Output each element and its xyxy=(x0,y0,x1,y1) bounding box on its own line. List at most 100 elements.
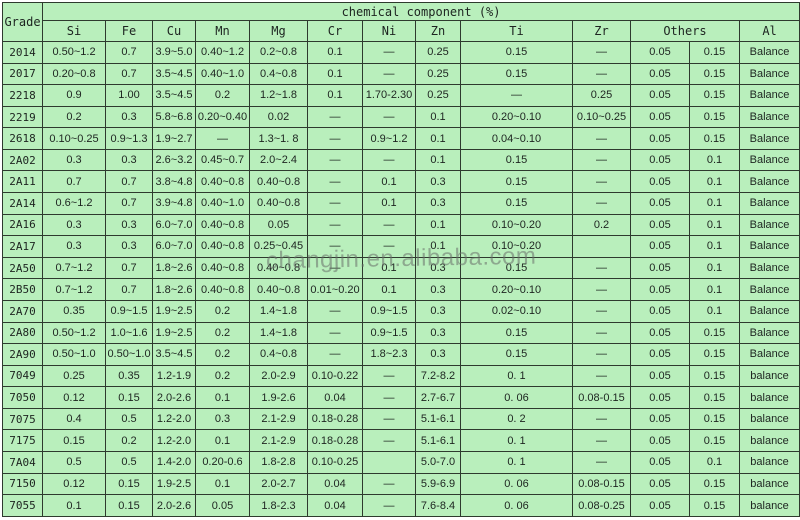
value-cell: 0.7 xyxy=(105,41,153,64)
value-cell: 1.4~1.8 xyxy=(249,321,308,345)
column-header-mg: Mg xyxy=(249,20,308,42)
value-cell: 0.9 xyxy=(42,84,106,107)
table-row: 7175 0.15 0.2 1.2-2.0 0.1 2.1-2.9 0.18-0.28—5.… xyxy=(2,429,800,452)
value-cell: 0.18-0.28 xyxy=(307,407,363,431)
value-cell: — xyxy=(572,148,631,172)
column-header-al: Al xyxy=(738,20,800,42)
value-cell: 1.4-2.0 xyxy=(152,450,196,474)
value-cell: 0.1 xyxy=(689,299,740,323)
value-cell: 0.1 xyxy=(307,62,363,86)
value-cell: 0.2 xyxy=(195,343,250,366)
value-cell: 0.02 xyxy=(249,105,308,129)
value-cell: Balance xyxy=(738,148,800,172)
value-cell: 0.9~1.5 xyxy=(362,299,416,323)
value-cell: 0.1 xyxy=(689,256,740,280)
value-cell: 0.15 xyxy=(689,472,740,496)
value-cell: 0.1 xyxy=(307,41,363,64)
value-cell: 1.8~2.6 xyxy=(152,256,196,280)
value-cell: 0.40~0.8 xyxy=(195,170,250,194)
value-cell: 7.2-8.2 xyxy=(415,364,461,388)
value-cell: — xyxy=(572,450,631,474)
grade-cell: 7055 xyxy=(2,494,43,517)
column-header-mn: Mn xyxy=(195,20,250,42)
value-cell: 3.9~4.8 xyxy=(152,192,196,215)
value-cell: Balance xyxy=(738,41,800,64)
value-cell: — xyxy=(195,127,250,150)
value-cell: 0.4 xyxy=(42,407,106,431)
value-cell: 0.1 xyxy=(362,192,416,215)
value-cell: — xyxy=(307,299,363,323)
value-cell: 0.2~0.8 xyxy=(249,41,308,64)
value-cell: — xyxy=(362,494,416,517)
value-cell: Balance xyxy=(738,235,800,258)
value-cell: 0.01~0.20 xyxy=(307,278,363,301)
value-cell: 0.40~0.8 xyxy=(195,213,250,237)
value-cell: 7.6-8.4 xyxy=(415,494,461,517)
grade-cell: 7150 xyxy=(2,472,43,496)
value-cell: 1.8~2.3 xyxy=(362,343,416,366)
value-cell: — xyxy=(307,343,363,366)
value-cell: 0.05 xyxy=(630,364,690,388)
value-cell: — xyxy=(307,213,363,237)
value-cell: 6.0~7.0 xyxy=(152,213,196,237)
value-cell: 0.25 xyxy=(415,41,461,64)
column-header-ni: Ni xyxy=(362,20,416,42)
value-cell: 0.05 xyxy=(630,429,690,452)
value-cell: 0.3 xyxy=(42,213,106,237)
value-cell: 0.15 xyxy=(689,494,740,517)
value-cell: 0.40~0.8 xyxy=(249,192,308,215)
value-cell: 0.2 xyxy=(195,364,250,388)
value-cell: 0.25 xyxy=(415,84,461,107)
value-cell: — xyxy=(307,170,363,194)
grade-column-header: Grade xyxy=(2,2,43,42)
table-row: 2A70 0.35 0.9~1.5 1.9~2.5 0.2 1.4~1.8—0.9~1.5… xyxy=(2,299,800,323)
grade-cell: 2A02 xyxy=(2,148,43,172)
value-cell: 0.08-0.15 xyxy=(572,386,631,409)
grade-cell: 7175 xyxy=(2,429,43,452)
value-cell: 0.3 xyxy=(42,235,106,258)
grade-cell: 2A80 xyxy=(2,321,43,345)
value-cell: 2.7-6.7 xyxy=(415,386,461,409)
table-row: 7055 0.1 0.15 2.0-2.6 0.05 1.8-2.3 0.04—7.6-8.… xyxy=(2,494,800,517)
value-cell: — xyxy=(362,148,416,172)
value-cell: 0.1 xyxy=(415,148,461,172)
value-cell: 0.6~1.2 xyxy=(42,192,106,215)
value-cell: 0.05 xyxy=(630,278,690,301)
value-cell: 0.2 xyxy=(105,429,153,452)
value-cell: 0.9~1.3 xyxy=(105,127,153,150)
value-cell: Balance xyxy=(738,127,800,150)
value-cell: 0.1 xyxy=(42,494,106,517)
grade-cell: 2A50 xyxy=(2,256,43,280)
value-cell: 0.12 xyxy=(42,386,106,409)
value-cell: — xyxy=(572,127,631,150)
value-cell: 0.1 xyxy=(195,386,250,409)
value-cell: — xyxy=(362,41,416,64)
table-row: 2014 0.50~1.2 0.7 3.9~5.0 0.40~1.2 0.2~0.8 0.1… xyxy=(2,41,800,64)
value-cell: 0. 1 xyxy=(460,364,573,388)
value-cell: — xyxy=(362,105,416,129)
value-cell: 0.20~0.10 xyxy=(460,105,573,129)
value-cell: 0.40~0.8 xyxy=(195,256,250,280)
value-cell: 0.1 xyxy=(307,84,363,107)
value-cell: 0.1 xyxy=(689,278,740,301)
grade-cell: 2219 xyxy=(2,105,43,129)
grade-cell: 2618 xyxy=(2,127,43,150)
value-cell: 0.15 xyxy=(689,84,740,107)
value-cell: 3.5~4.5 xyxy=(152,84,196,107)
value-cell: 0.15 xyxy=(460,41,573,64)
value-cell: 0.04 xyxy=(307,386,363,409)
value-cell: — xyxy=(572,256,631,280)
value-cell: 1.9-2.6 xyxy=(249,386,308,409)
value-cell: 0.4~0.8 xyxy=(249,343,308,366)
value-cell: 0.05 xyxy=(630,192,690,215)
value-cell: — xyxy=(572,278,631,301)
value-cell: 0.50~1.0 xyxy=(42,343,106,366)
value-cell: 0.2 xyxy=(195,84,250,107)
value-cell: 0.04 xyxy=(307,494,363,517)
value-cell: 0.35 xyxy=(42,299,106,323)
value-cell: 1.9-2.5 xyxy=(152,472,196,496)
column-header-row: Si Fe Cu Mn Mg Cr Ni Zn Ti Zr Others Al xyxy=(3,20,800,42)
grade-cell: 7050 xyxy=(2,386,43,409)
value-cell: 0.08-0.25 xyxy=(572,494,631,517)
